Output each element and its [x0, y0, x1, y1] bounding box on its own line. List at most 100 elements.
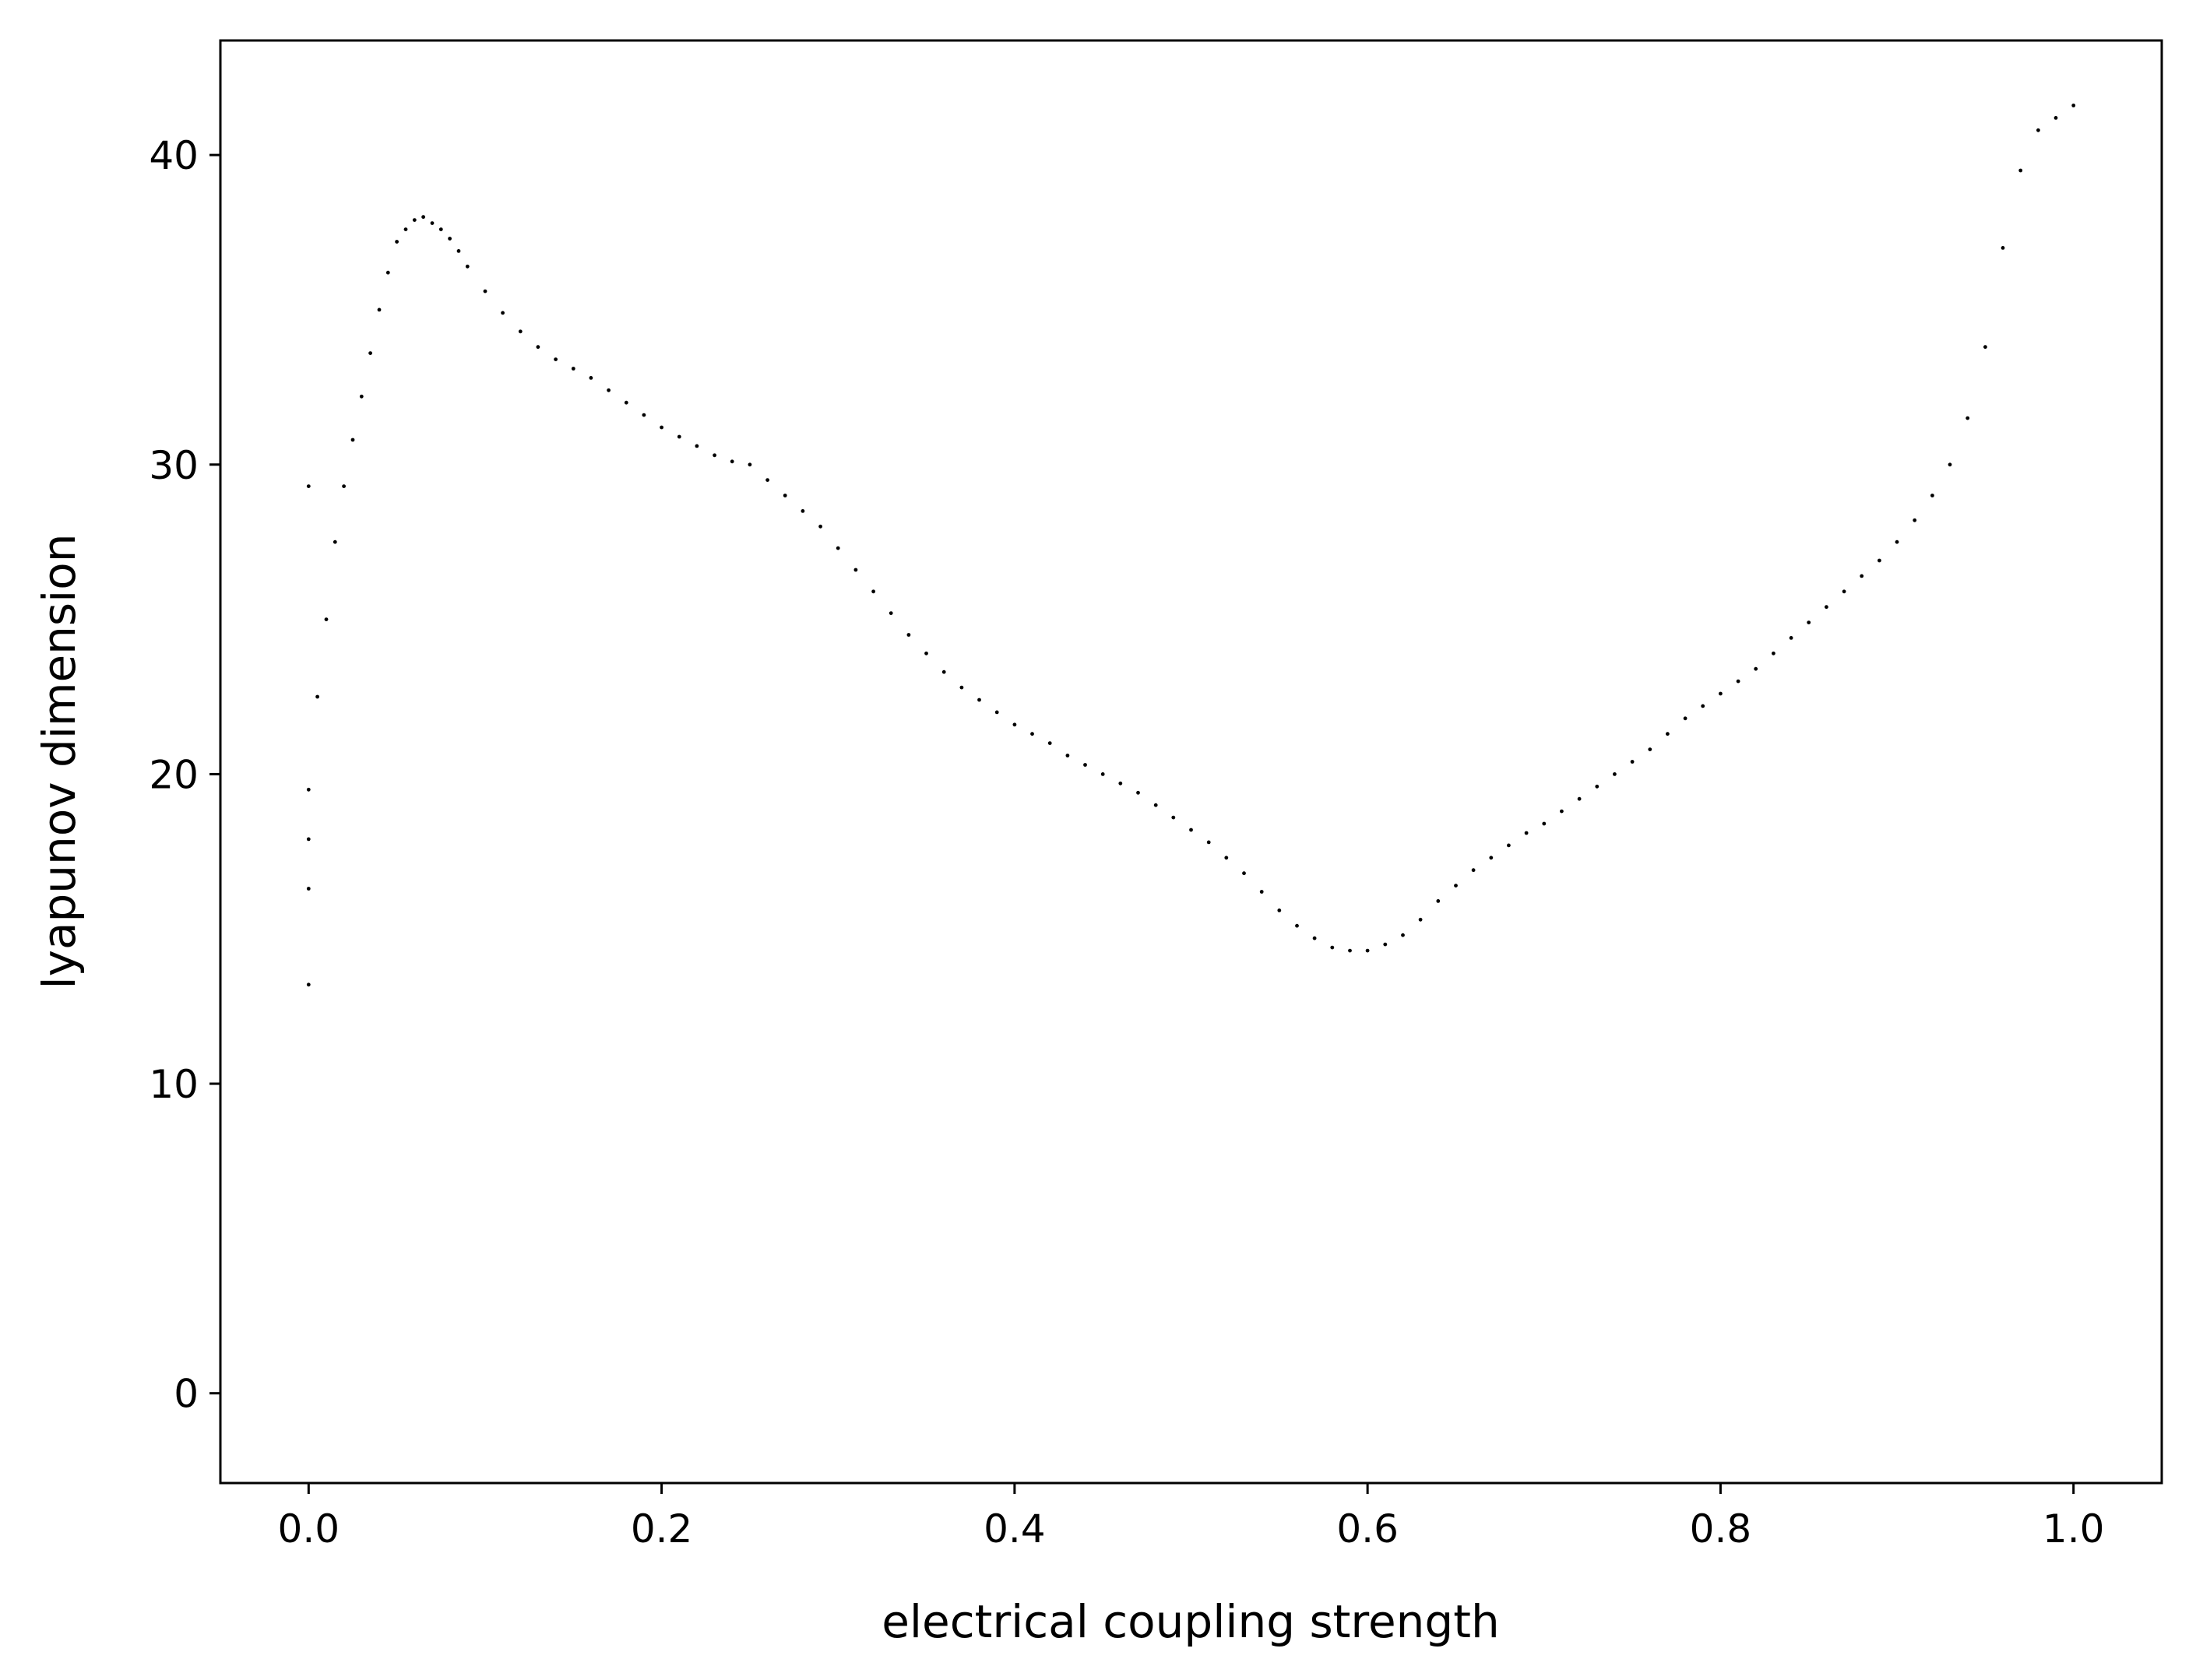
scatter-point	[1083, 763, 1087, 767]
scatter-point	[1454, 884, 1458, 887]
scatter-point	[1030, 732, 1034, 736]
scatter-point	[642, 413, 646, 417]
scatter-point	[1206, 840, 1211, 845]
scatter-point	[977, 698, 981, 702]
scatter-point	[1401, 933, 1405, 937]
scatter-point	[906, 633, 911, 637]
scatter-point	[1772, 651, 1775, 655]
scatter-point	[994, 710, 999, 715]
scatter-point	[1189, 828, 1193, 832]
y-tick-label: 20	[149, 752, 199, 797]
y-axis-ticks: 0 10 20 30 40	[149, 133, 220, 1417]
scatter-point	[1418, 917, 1423, 922]
scatter-point	[1983, 345, 1987, 350]
scatter-point	[1171, 815, 1176, 820]
scatter-point	[421, 215, 425, 220]
scatter-point	[853, 568, 858, 572]
scatter-point	[306, 887, 311, 891]
scatter-point	[1930, 494, 1934, 497]
scatter-point	[1560, 809, 1564, 814]
scatter-point	[695, 444, 699, 448]
scatter-point	[1436, 899, 1441, 903]
scatter-point	[1065, 754, 1070, 757]
scatter-point	[368, 351, 372, 355]
scatter-point	[1842, 589, 1846, 594]
x-tick-label: 0.8	[1690, 1506, 1752, 1552]
scatter-point	[1577, 796, 1582, 801]
scatter-point	[1348, 948, 1352, 953]
scatter-point	[1471, 868, 1476, 873]
scatter-point	[871, 589, 875, 594]
scatter-point	[959, 685, 964, 690]
scatter-points	[306, 104, 2076, 987]
scatter-point	[571, 367, 575, 371]
scatter-point	[1295, 923, 1299, 928]
scatter-point	[1630, 760, 1635, 764]
scatter-point	[333, 539, 337, 544]
scatter-point	[1807, 620, 1811, 624]
scatter-point	[818, 524, 822, 529]
scatter-point	[342, 484, 346, 488]
scatter-point	[536, 345, 540, 350]
scatter-point	[1383, 942, 1388, 947]
scatter-point	[385, 270, 390, 275]
scatter-point	[1524, 831, 1529, 835]
scatter-point	[2036, 128, 2040, 132]
scatter-point	[412, 218, 417, 222]
scatter-point	[1012, 722, 1017, 727]
scatter-point	[377, 308, 382, 312]
scatter-point	[554, 357, 558, 361]
scatter-point	[501, 311, 505, 315]
scatter-point	[1825, 605, 1828, 610]
scatter-point	[1789, 636, 1793, 640]
scatter-point	[1259, 890, 1264, 894]
scatter-point	[1683, 716, 1688, 721]
scatter-point	[1277, 909, 1282, 912]
scatter-point	[438, 227, 443, 231]
scatter-point	[1613, 772, 1617, 776]
scatter-point	[359, 394, 364, 399]
scatter-point	[1648, 747, 1652, 751]
scatter-point	[306, 787, 311, 792]
scatter-point	[1507, 843, 1511, 848]
scatter-point	[2054, 116, 2058, 120]
scatter-point	[465, 264, 470, 269]
scatter-point	[1224, 856, 1229, 860]
scatter-point	[765, 478, 769, 482]
y-tick-label: 10	[149, 1062, 199, 1107]
scatter-point	[624, 400, 628, 405]
scatter-point	[941, 670, 946, 674]
x-tick-label: 0.2	[631, 1506, 693, 1552]
scatter-point	[677, 434, 681, 439]
scatter-point	[924, 651, 928, 655]
scatter-point	[518, 329, 523, 334]
scatter-point	[660, 425, 663, 430]
scatter-point	[589, 376, 593, 380]
scatter-point	[1047, 741, 1052, 745]
x-tick-label: 0.0	[278, 1506, 340, 1552]
scatter-point	[2071, 104, 2076, 107]
scatter-point	[1595, 784, 1600, 789]
scatter-point	[1895, 539, 1899, 544]
scatter-point	[430, 221, 435, 225]
scatter-point	[1242, 871, 1246, 876]
scatter-point	[1754, 666, 1758, 671]
scatter-point	[395, 240, 399, 244]
scatter-point	[1719, 691, 1723, 696]
scatter-point	[456, 249, 461, 253]
scatter-point	[1153, 803, 1158, 807]
scatter-point	[1542, 821, 1547, 826]
scatter-point	[836, 546, 840, 550]
scatter-point	[1365, 948, 1370, 953]
scatter-point	[607, 388, 611, 392]
scatter-point	[483, 289, 487, 293]
scatter-point	[1330, 945, 1335, 950]
scatter-point	[1666, 732, 1670, 736]
x-axis-label: electrical coupling strength	[882, 1595, 1500, 1648]
scatter-point	[1736, 679, 1740, 684]
scatter-point	[783, 494, 787, 497]
scatter-point	[2018, 168, 2023, 173]
scatter-point	[801, 509, 805, 513]
scatter-point	[730, 459, 734, 464]
